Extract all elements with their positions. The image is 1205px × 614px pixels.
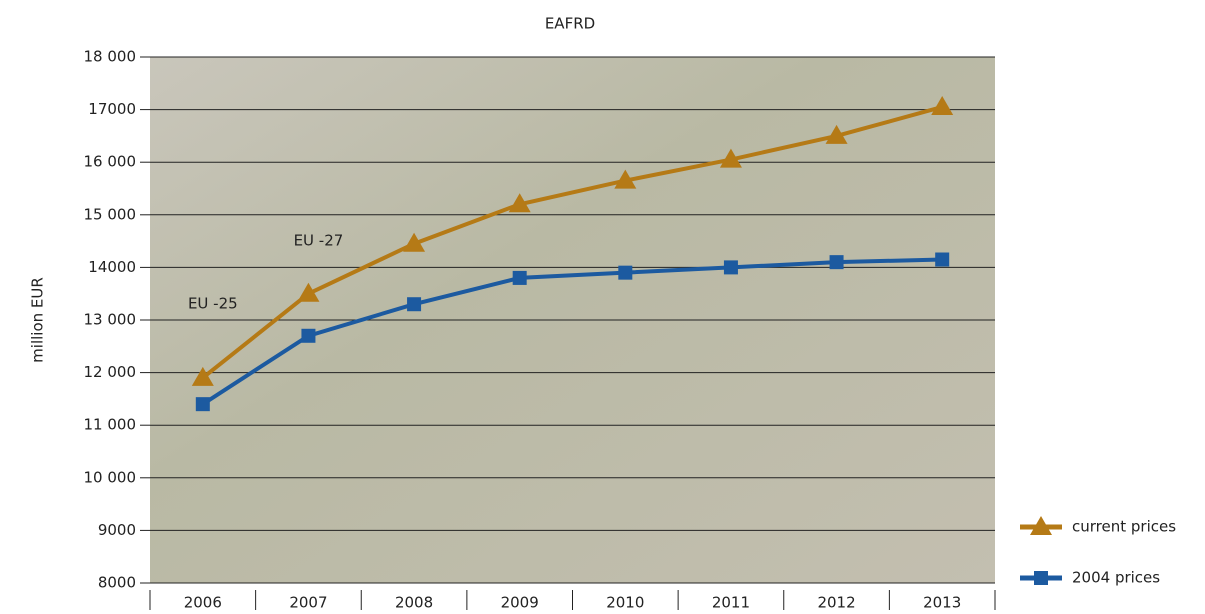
x-tick-label: 2007 bbox=[289, 594, 327, 612]
series-line bbox=[201, 257, 943, 406]
y-axis-label: million EUR bbox=[29, 277, 47, 363]
marker bbox=[614, 169, 637, 189]
y-tick-label: 10 000 bbox=[84, 468, 137, 486]
x-tick-label: 2010 bbox=[606, 594, 644, 612]
marker bbox=[829, 255, 844, 270]
legend-label: 2004 prices bbox=[1072, 569, 1160, 587]
chart-title: EAFRD bbox=[545, 15, 595, 33]
y-tick-label: 11 000 bbox=[84, 416, 137, 434]
marker bbox=[297, 282, 320, 302]
marker bbox=[825, 124, 848, 144]
legend-label: current prices bbox=[1072, 518, 1176, 536]
x-tick-label: 2011 bbox=[712, 594, 750, 612]
marker bbox=[191, 366, 214, 386]
x-tick-label: 2012 bbox=[817, 594, 855, 612]
y-tick-label: 13 000 bbox=[84, 311, 137, 329]
y-tick-label: 16 000 bbox=[84, 153, 137, 171]
marker bbox=[618, 265, 633, 280]
x-tick-label: 2006 bbox=[184, 594, 222, 612]
series-line bbox=[201, 105, 943, 380]
x-tick-label: 2008 bbox=[395, 594, 433, 612]
y-tick-label: 8000 bbox=[98, 574, 136, 592]
marker bbox=[719, 148, 742, 168]
y-tick-label: 17000 bbox=[88, 100, 136, 118]
marker bbox=[935, 252, 950, 267]
marker bbox=[301, 328, 316, 343]
marker bbox=[403, 232, 426, 252]
y-tick-label: 9000 bbox=[98, 521, 136, 539]
annotation: EU -27 bbox=[294, 232, 344, 250]
x-tick-label: 2009 bbox=[501, 594, 539, 612]
x-tick-label: 2013 bbox=[923, 594, 961, 612]
marker bbox=[407, 297, 422, 312]
legend-marker bbox=[1034, 571, 1048, 585]
marker bbox=[723, 260, 738, 275]
marker bbox=[931, 95, 954, 115]
annotation: EU -25 bbox=[188, 295, 238, 313]
y-tick-label: 15 000 bbox=[84, 205, 137, 223]
legend-marker bbox=[1030, 516, 1052, 535]
marker bbox=[195, 397, 210, 412]
y-tick-label: 12 000 bbox=[84, 363, 137, 381]
y-tick-label: 14000 bbox=[88, 258, 136, 276]
y-tick-label: 18 000 bbox=[84, 48, 137, 66]
marker bbox=[508, 193, 531, 213]
marker bbox=[512, 270, 527, 285]
